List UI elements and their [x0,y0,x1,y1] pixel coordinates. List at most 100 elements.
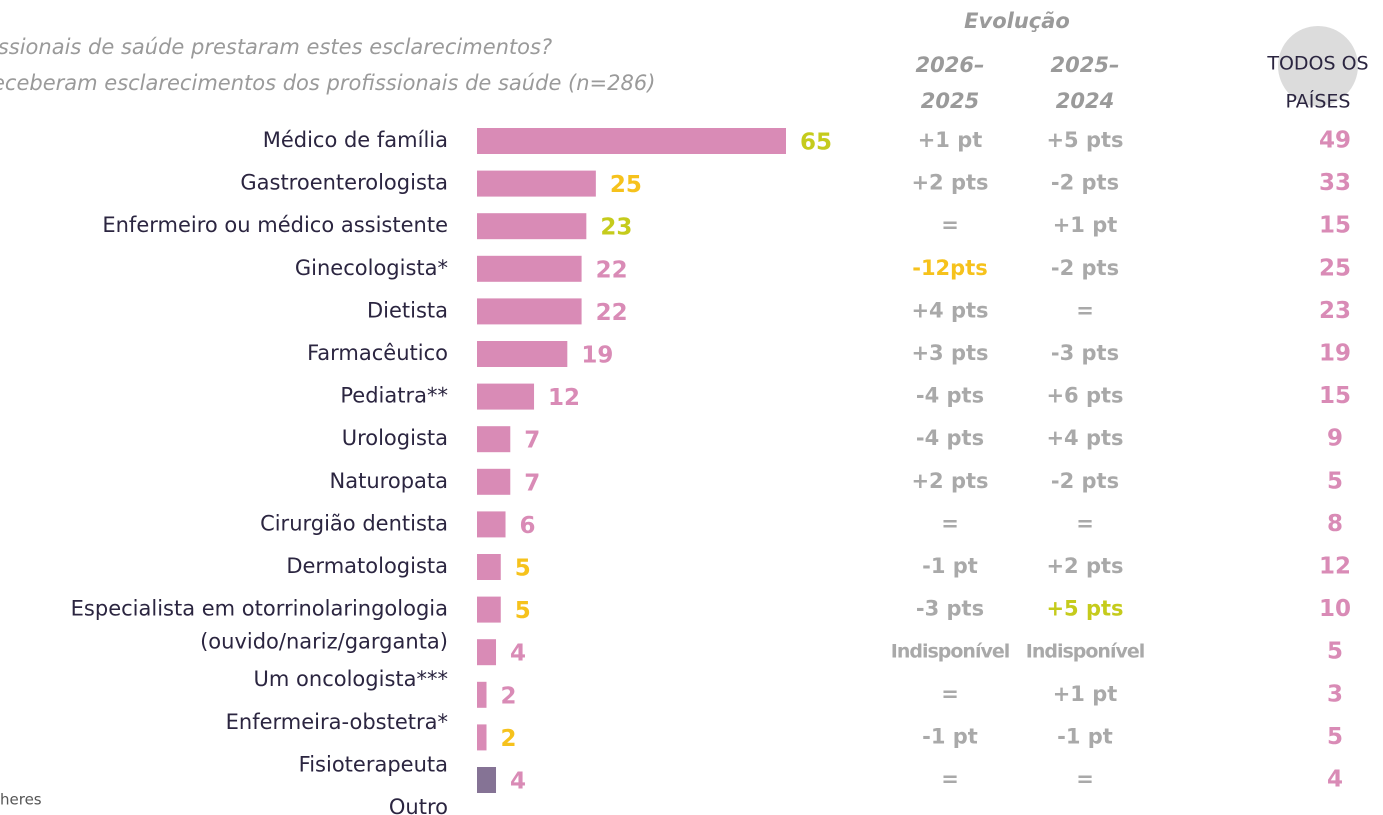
evolution-value: = [1076,511,1094,535]
bar [477,596,501,623]
evolution-value: -12pts [912,256,988,280]
evolution-value: -4 pts [916,384,984,408]
value-label: 5 [515,556,531,582]
category-label: Dermatologista [286,554,448,578]
bar [477,341,568,367]
all-countries-value: 5 [1327,468,1343,494]
evolution-value: -3 pts [916,597,984,621]
category-label: Ginecologista* [295,256,448,280]
evolution-value: +1 pt [1053,682,1118,706]
all-countries-value: 10 [1319,596,1351,622]
evolution-value: = [941,682,959,706]
bar [477,639,497,666]
all-countries-value: 5 [1327,724,1343,750]
bar [477,468,511,495]
evolution-value: +5 pts [1046,128,1123,152]
value-label: 2 [501,683,517,709]
value-label: 5 [515,598,531,624]
category-label: Pediatra** [340,384,448,408]
category-label: Enfermeiro ou médico assistente [102,213,448,237]
value-label: 22 [596,300,628,326]
evolution-value: -4 pts [916,426,984,450]
evolution-value: +1 pt [1053,213,1118,237]
evolution-value: +4 pts [1046,426,1123,450]
bar [477,170,596,197]
evolution-value: +4 pts [911,298,988,322]
bar [477,681,487,708]
bar [477,255,582,282]
value-label: 25 [610,172,642,198]
evolution-header: 2026– [916,53,985,77]
all-countries-value: 8 [1327,511,1343,537]
bar [477,213,587,240]
all-countries-value: 9 [1327,426,1343,452]
evolution-title: Evolução [964,9,1070,33]
chart-title: issionais de saúde prestaram estes escla… [0,35,552,59]
evolution-value: +1 pt [918,128,983,152]
evolution-value: Indisponível [891,641,1010,663]
category-label: Um oncologista*** [254,667,448,691]
all-countries-value: 5 [1327,639,1343,665]
bar [477,298,582,325]
bar [477,128,786,154]
category-label: Urologista [342,426,448,450]
evolution-value: = [1076,298,1094,322]
all-countries-value: 25 [1319,255,1351,281]
category-label: Outro [389,795,448,815]
category-label: Cirurgião dentista [260,511,448,535]
value-label: 4 [510,641,526,667]
category-label: (ouvido/nariz/garganta) [200,630,448,654]
evolution-value: -3 pts [1051,341,1119,365]
value-label: 19 [581,343,613,369]
value-label: 7 [524,470,540,496]
category-label: Naturopata [330,469,448,493]
category-label: Farmacêutico [307,341,448,365]
evolution-value: = [941,213,959,237]
evolution-value: +6 pts [1046,384,1123,408]
evolution-value: +5 pts [1046,597,1123,621]
evolution-value: +3 pts [911,341,988,365]
value-label: 12 [548,385,580,411]
category-label: Gastroenterologista [240,171,448,195]
evolution-value: = [941,511,959,535]
evolution-value: -2 pts [1051,256,1119,280]
value-label: 23 [600,215,632,241]
all-countries-header: TODOS OS [1266,53,1368,75]
evolution-value: +2 pts [911,469,988,493]
all-countries-value: 19 [1319,341,1351,367]
all-countries-value: 3 [1327,681,1343,707]
category-label: Fisioterapeuta [299,752,448,776]
all-countries-value: 15 [1319,213,1351,239]
all-countries-header: PAÍSES [1286,90,1351,113]
category-label: Especialista em otorrinolaringologia [71,597,448,621]
value-label: 65 [800,130,832,156]
value-label: 4 [510,769,526,795]
all-countries-value: 49 [1319,128,1351,154]
value-label: 7 [524,428,540,454]
evolution-value: +2 pts [1046,554,1123,578]
all-countries-value: 12 [1319,554,1351,580]
evolution-value: +2 pts [911,171,988,195]
evolution-value: = [1076,767,1094,791]
value-label: 22 [596,257,628,283]
category-label: Médico de família [263,128,448,152]
category-label: Enfermeira-obstetra* [226,710,448,734]
bar [477,383,535,410]
evolution-header: 2024 [1056,89,1114,113]
value-label: 6 [520,513,536,539]
evolution-header: 2025 [921,89,979,113]
globe-icon [1278,26,1358,106]
bar [477,426,511,453]
evolution-value: Indisponível [1026,641,1145,663]
bar [477,767,497,793]
bar [477,511,506,538]
footer: heres [0,791,42,809]
evolution-value: = [941,767,959,791]
category-label: Dietista [367,298,448,322]
evolution-value: -1 pt [922,554,978,578]
evolution-value: -2 pts [1051,469,1119,493]
evolution-value: -1 pt [1057,724,1113,748]
chart-subtitle: eceberam esclarecimentos dos profissiona… [0,71,655,95]
all-countries-value: 15 [1319,383,1351,409]
evolution-value: -2 pts [1051,171,1119,195]
